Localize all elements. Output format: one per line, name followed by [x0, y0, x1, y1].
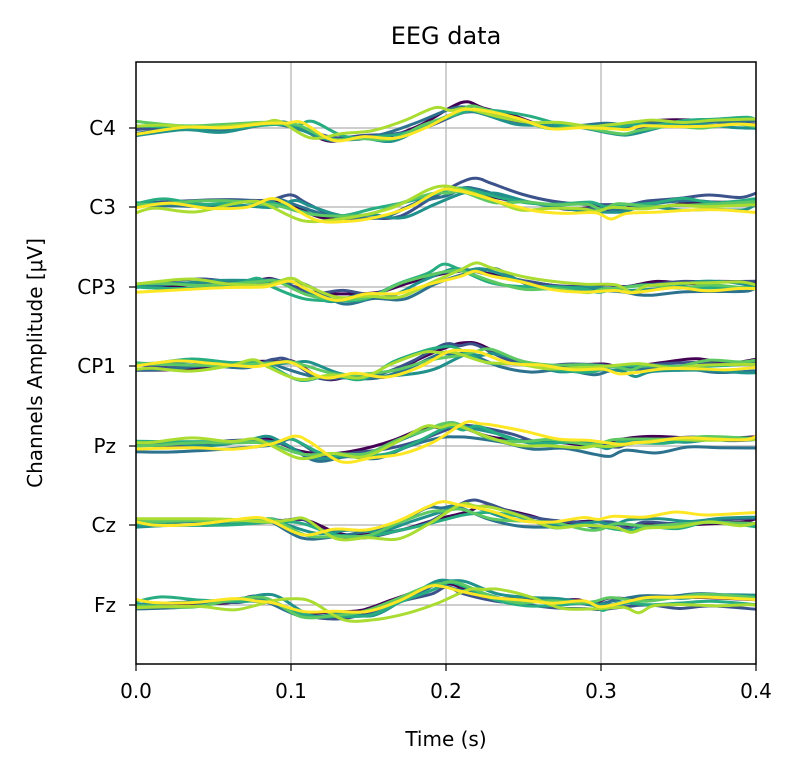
channel-traces-cp3 — [135, 261, 757, 306]
trace-cz-7 — [135, 501, 757, 542]
x-tick-label: 0.1 — [275, 679, 307, 703]
y-tick-label-cz: Cz — [92, 513, 116, 537]
channel-traces-pz — [135, 420, 757, 464]
x-tick-label: 0.2 — [430, 679, 462, 703]
series-group — [135, 100, 757, 623]
x-tick-label: 0.0 — [120, 679, 152, 703]
trace-cp3-6 — [135, 268, 757, 302]
trace-cp1-8 — [135, 348, 757, 380]
channel-traces-fz — [135, 578, 757, 623]
channel-traces-cz — [135, 498, 757, 542]
x-axis: 0.0 0.1 0.2 0.3 0.4 — [120, 664, 772, 703]
trace-cp1-7 — [135, 350, 757, 382]
y-tick-label-c3: C3 — [89, 195, 116, 219]
channel-traces-c4 — [135, 100, 757, 144]
x-tick-label: 0.4 — [740, 679, 772, 703]
chart-title: EEG data — [391, 22, 502, 50]
trace-cp3-7 — [135, 261, 757, 300]
y-tick-label-cp1: CP1 — [77, 354, 116, 378]
trace-c3-8 — [135, 187, 757, 224]
trace-pz-8 — [135, 420, 757, 464]
x-tick-label: 0.3 — [585, 679, 617, 703]
trace-c4-8 — [135, 107, 757, 143]
y-tick-label-c4: C4 — [89, 116, 116, 140]
trace-fz-8 — [135, 583, 757, 614]
trace-fz-7 — [135, 587, 757, 623]
y-tick-label-pz: Pz — [93, 434, 116, 458]
trace-cz-8 — [135, 500, 757, 537]
trace-cp3-8 — [135, 269, 757, 302]
y-axis-label: Channels Amplitude [μV] — [23, 238, 47, 488]
channel-traces-c3 — [135, 176, 757, 224]
y-tick-label-cp3: CP3 — [77, 275, 116, 299]
y-tick-label-fz: Fz — [94, 593, 116, 617]
trace-c3-7 — [135, 184, 757, 224]
trace-c3-2 — [135, 176, 757, 221]
x-axis-label: Time (s) — [404, 727, 486, 751]
trace-fz-6 — [135, 580, 757, 620]
trace-pz-6 — [135, 421, 757, 457]
y-axis: Fz Cz Pz CP1 CP3 C3 C4 — [77, 116, 136, 617]
channel-traces-cp1 — [135, 340, 757, 383]
